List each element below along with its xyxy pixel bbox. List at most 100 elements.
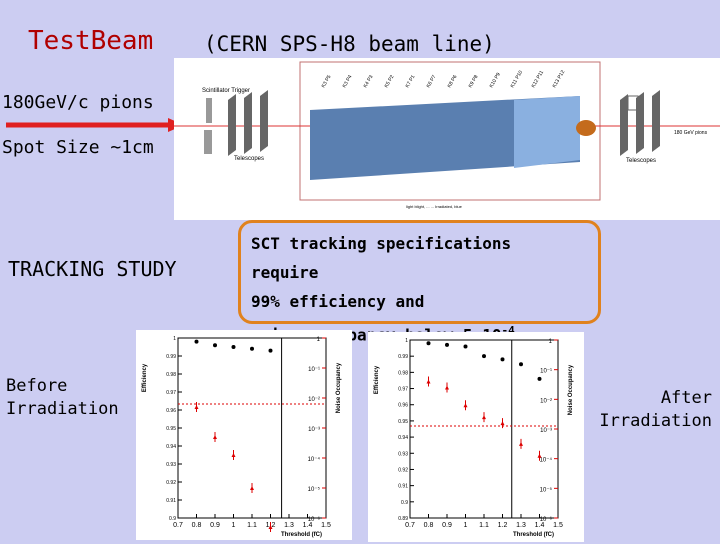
- x-tick-label: 1: [232, 522, 236, 529]
- spot-size-label: Spot Size ~1cm: [2, 137, 154, 158]
- noise-point: [519, 441, 523, 446]
- tracking-study-label: TRACKING STUDY: [8, 257, 177, 281]
- telescopes-right-label: Telescopes: [626, 158, 656, 164]
- x-tick-label: 1.2: [498, 522, 508, 529]
- efficiency-point: [500, 357, 505, 362]
- x-tick-label: 1.1: [479, 522, 489, 529]
- x-tick-label: 0.9: [442, 522, 452, 529]
- setup-figure: Scintillator Trigger Telescopes K3 P5 K3 …: [174, 58, 720, 220]
- setup-diagram: Scintillator Trigger Telescopes K3 P5 K3 …: [174, 61, 720, 209]
- telescopes-left-label: Telescopes: [234, 156, 264, 162]
- y-tick-label: 0.98: [398, 370, 408, 376]
- noise-point: [268, 525, 273, 529]
- y-tick-label: 0.93: [398, 451, 408, 457]
- x-tick-label: 0.8: [424, 522, 434, 529]
- module-label: K9 P8: [468, 74, 480, 89]
- right-tick-label: 1: [317, 337, 321, 343]
- x-axis-label: Threshold (fC): [281, 532, 322, 538]
- right-tick-label: 1: [549, 339, 553, 345]
- y-tick-label: 1: [173, 336, 176, 342]
- y-tick-label: 0.95: [166, 426, 176, 432]
- right-tick-label: 10⁻⁵: [308, 486, 321, 493]
- x-tick-label: 1.4: [535, 522, 545, 529]
- efficiency-point: [445, 342, 449, 347]
- y-tick-label: 1: [405, 338, 408, 344]
- module-label: K3 P4: [342, 74, 354, 89]
- y-tick-label: 0.93: [166, 462, 176, 468]
- noise-point: [250, 486, 254, 490]
- spec-line-1: SCT tracking specifications require: [251, 234, 512, 282]
- beam-arrow-icon: [6, 118, 184, 132]
- noise-point: [445, 385, 449, 390]
- right-tick-label: 10⁻⁵: [540, 486, 553, 493]
- module-label: K4 P3: [363, 74, 375, 89]
- right-tick-label: 10⁻¹: [540, 369, 552, 375]
- x-axis-label: Threshold (fC): [513, 532, 554, 538]
- module-label: K11 P10: [510, 70, 525, 89]
- slide-title: TestBeam: [28, 26, 154, 56]
- y-tick-label: 0.97: [398, 387, 408, 393]
- right-tick-label: 10⁻³: [308, 427, 320, 433]
- right-axis-label: Noise Occupancy: [336, 362, 342, 413]
- y-tick-label: 0.99: [166, 354, 176, 360]
- scintillator-label: Scintillator Trigger: [202, 88, 250, 94]
- after-irradiation-label: After Irradiation: [599, 388, 712, 431]
- detector-box-icon: [627, 95, 639, 111]
- efficiency-point: [426, 341, 431, 346]
- right-tick-label: 10⁻⁴: [308, 456, 321, 463]
- y-tick-label: 0.9: [169, 516, 176, 522]
- module-label: K13 P12: [552, 69, 567, 89]
- right-tick-label: 10⁻⁴: [540, 457, 553, 464]
- noise-point: [500, 421, 505, 426]
- x-tick-label: 1.1: [247, 522, 257, 529]
- beam-right-label: 180 GeV pions: [674, 130, 708, 136]
- noise-point: [213, 435, 217, 439]
- scintillator-icon: [204, 130, 212, 154]
- plot-frame: [409, 339, 559, 519]
- y-tick-label: 0.92: [166, 480, 176, 486]
- right-axis-label: Noise Occupancy: [568, 364, 574, 415]
- telescope-right-icon: [620, 90, 660, 156]
- y-tick-label: 0.97: [166, 390, 176, 396]
- spec-line-2: 99% efficiency and: [251, 292, 425, 311]
- noise-point: [426, 379, 431, 384]
- y-axis-label: Efficiency: [142, 363, 148, 392]
- after-plot: 0.7 0.8 0.9 1 1.1 1.2 1.3 1.4 1.5 Threshold (fC) 0…: [368, 332, 584, 542]
- module-label: K10 P9: [489, 72, 503, 89]
- x-tick-label: 1: [464, 522, 468, 529]
- x-tick-label: 0.8: [192, 522, 202, 529]
- noise-point: [463, 403, 468, 408]
- module-label: K8 P6: [447, 74, 459, 89]
- slide-subtitle: (CERN SPS-H8 beam line): [204, 32, 495, 56]
- efficiency-point: [231, 345, 236, 349]
- x-tick-label: 1.5: [553, 522, 563, 529]
- noise-point: [194, 405, 199, 409]
- right-tick-label: 10⁻⁶: [540, 516, 553, 523]
- telescope-left-icon: [228, 90, 268, 156]
- before-irradiation-label: Before Irradiation: [6, 376, 119, 419]
- module-label: K7 P1: [405, 74, 417, 89]
- y-tick-label: 0.96: [166, 408, 176, 414]
- y-tick-label: 0.98: [166, 372, 176, 378]
- right-tick-label: 10⁻¹: [308, 367, 320, 373]
- y-tick-label: 0.89: [398, 516, 408, 522]
- noise-point: [231, 453, 236, 457]
- right-tick-label: 10⁻⁶: [308, 516, 321, 523]
- efficiency-point: [194, 339, 199, 344]
- efficiency-point: [213, 343, 217, 348]
- module-label: K5 P2: [384, 74, 396, 89]
- y-tick-label: 0.94: [166, 444, 176, 450]
- noise-point: [482, 415, 486, 420]
- spec-box: SCT tracking specifications require 99% …: [238, 220, 601, 344]
- x-tick-label: 0.7: [173, 522, 183, 529]
- right-tick-label: 10⁻²: [308, 397, 320, 403]
- efficiency-point: [537, 376, 542, 381]
- scintillator-icon: [206, 98, 212, 123]
- y-tick-label: 0.9: [401, 500, 408, 506]
- noise-point: [537, 453, 542, 458]
- right-tick-label: 10⁻³: [540, 428, 552, 434]
- y-tick-label: 0.96: [398, 403, 408, 409]
- x-tick-label: 1.4: [303, 522, 313, 529]
